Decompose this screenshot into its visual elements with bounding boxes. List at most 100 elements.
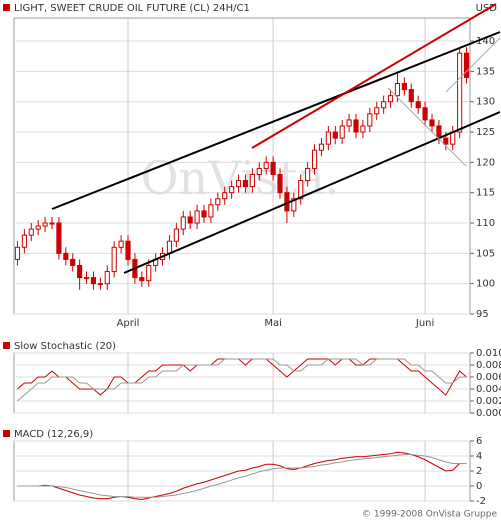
candle-body [187, 216, 193, 224]
candle-body [256, 167, 262, 175]
candle-body [215, 198, 221, 206]
candle-body [353, 119, 359, 133]
candle-body [394, 83, 401, 97]
y-tick-label: 0.006 [476, 372, 501, 383]
candle-body [263, 161, 269, 169]
trend-line [445, 37, 501, 93]
candle-body [235, 180, 242, 188]
candle-body [311, 149, 318, 169]
candle-body [360, 125, 366, 133]
candle-body [35, 225, 41, 230]
trend-line [387, 87, 467, 167]
candle-body [325, 131, 331, 145]
candle-body [222, 192, 228, 200]
candle-body [305, 167, 311, 182]
candle-body [291, 198, 297, 212]
y-tick-label: 140 [476, 36, 495, 47]
copyright: © 1999-2008 OnVista Gruppe [362, 510, 497, 520]
candle-body [111, 246, 117, 273]
y-tick-label: 6 [476, 436, 482, 447]
y-tick-label: 105 [476, 248, 495, 259]
candle-body [21, 234, 27, 248]
y-tick-label: -2 [476, 496, 486, 507]
y-tick-label: 95 [476, 309, 489, 320]
candle-body [229, 186, 235, 194]
candle-body [346, 119, 352, 127]
candle-body [104, 271, 110, 285]
candle-body [173, 228, 179, 242]
y-tick-label: 135 [476, 66, 495, 77]
indicator-line [17, 454, 467, 498]
trend-line [51, 31, 501, 210]
candle-body [298, 180, 304, 200]
trend-line [251, 3, 497, 149]
candle-body [436, 125, 442, 139]
candle-body [83, 277, 90, 280]
indicator-line [17, 358, 467, 402]
candle-body [332, 131, 338, 139]
candle-body [118, 240, 124, 248]
candle-body [14, 246, 21, 260]
y-tick-label: 130 [476, 97, 495, 108]
candle-body [49, 222, 55, 225]
candle-body [146, 264, 152, 282]
indicator-line [17, 451, 467, 501]
candle-body [201, 210, 207, 218]
chart-title: LIGHT, SWEET CRUDE OIL FUTURE (CL) 24H/C… [14, 3, 250, 14]
candle-body [56, 222, 62, 254]
candle-body [90, 277, 97, 285]
candle-body [242, 180, 249, 188]
candle-body [408, 89, 414, 103]
candle-body [443, 137, 449, 145]
main-panel [13, 17, 471, 315]
trend-lines [51, 3, 501, 274]
y-tick-label: 115 [476, 188, 495, 199]
panel-title: MACD (12,26,9) [14, 429, 93, 440]
y-tick-label: 125 [476, 127, 495, 138]
candle-body [180, 216, 186, 230]
candle-body [166, 240, 173, 254]
candle-body [457, 52, 463, 133]
candle-body [77, 264, 83, 279]
x-tick-label: April [117, 318, 140, 329]
candle-body [208, 204, 214, 218]
candle-body [28, 228, 34, 236]
candle-body [270, 161, 276, 175]
candle-body [277, 173, 283, 194]
candle-body [422, 107, 428, 121]
candle-body [387, 95, 394, 103]
candle-body [70, 258, 76, 266]
legend-swatch [3, 4, 10, 11]
candle-body [194, 210, 200, 224]
legend-swatch [3, 342, 10, 349]
y-tick-label: 4 [476, 451, 482, 462]
candle-body [415, 101, 421, 109]
panel-title: Slow Stochastic (20) [14, 341, 116, 352]
y-tick-label: 0.004 [476, 384, 501, 395]
candle-body [374, 107, 380, 115]
y-tick-label: 0.008 [476, 360, 501, 371]
y-tick-label: 2 [476, 466, 482, 477]
candle-body [249, 173, 255, 188]
plot-layer: 95 100 105 110 115 120 125 130 135 140 April Mai Jun… [14, 18, 501, 507]
stochastic-panel [13, 352, 471, 414]
x-tick-label: Mai [264, 318, 282, 329]
candle-body [42, 222, 48, 227]
candle-body [463, 52, 470, 78]
candle-body [367, 113, 373, 127]
y-tick-label: 120 [476, 157, 495, 168]
candle-body [339, 125, 345, 139]
candle-body [318, 143, 325, 151]
y-tick-label: 110 [476, 218, 495, 229]
candle-body [63, 252, 69, 260]
x-tick-label: Juni [415, 318, 434, 329]
candle-body [401, 83, 407, 91]
candle-body [125, 240, 131, 260]
candle-body [429, 119, 435, 127]
y-tick-label: 0.000 [476, 408, 501, 419]
legend-swatch [3, 430, 10, 437]
y-tick-label: 0 [476, 481, 482, 492]
candle-body [139, 277, 145, 282]
y-tick-label: 0.002 [476, 396, 501, 407]
